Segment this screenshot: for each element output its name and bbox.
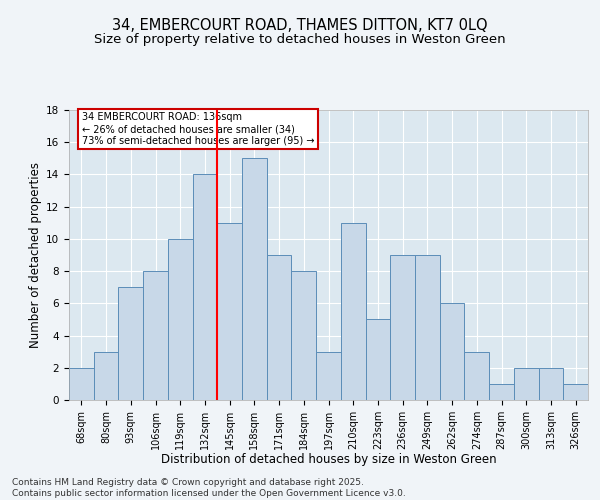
Text: Size of property relative to detached houses in Weston Green: Size of property relative to detached ho… [94, 32, 506, 46]
Bar [316, 352, 341, 400]
Bar [341, 223, 365, 400]
Bar [390, 255, 415, 400]
Bar [365, 320, 390, 400]
Bar [464, 352, 489, 400]
Bar [292, 271, 316, 400]
Bar [514, 368, 539, 400]
Text: 34, EMBERCOURT ROAD, THAMES DITTON, KT7 0LQ: 34, EMBERCOURT ROAD, THAMES DITTON, KT7 … [112, 18, 488, 32]
Bar [539, 368, 563, 400]
X-axis label: Distribution of detached houses by size in Weston Green: Distribution of detached houses by size … [161, 454, 496, 466]
Bar [143, 271, 168, 400]
Bar [242, 158, 267, 400]
Text: Contains HM Land Registry data © Crown copyright and database right 2025.
Contai: Contains HM Land Registry data © Crown c… [12, 478, 406, 498]
Bar [217, 223, 242, 400]
Bar [267, 255, 292, 400]
Bar [440, 304, 464, 400]
Bar [118, 287, 143, 400]
Bar [69, 368, 94, 400]
Bar [193, 174, 217, 400]
Bar [489, 384, 514, 400]
Bar [168, 239, 193, 400]
Text: 34 EMBERCOURT ROAD: 136sqm
← 26% of detached houses are smaller (34)
73% of semi: 34 EMBERCOURT ROAD: 136sqm ← 26% of deta… [82, 112, 314, 146]
Bar [415, 255, 440, 400]
Bar [563, 384, 588, 400]
Bar [94, 352, 118, 400]
Y-axis label: Number of detached properties: Number of detached properties [29, 162, 42, 348]
